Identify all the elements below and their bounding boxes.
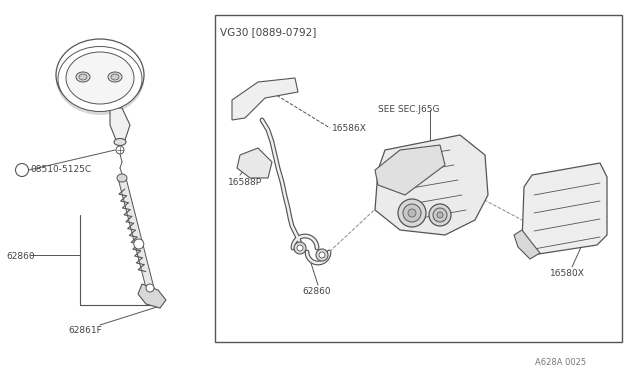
Polygon shape (375, 135, 488, 235)
Ellipse shape (79, 74, 87, 80)
Ellipse shape (56, 43, 144, 115)
Polygon shape (375, 145, 445, 195)
Text: 08510-5125C: 08510-5125C (30, 165, 91, 174)
Ellipse shape (58, 46, 142, 112)
Text: 62860: 62860 (302, 287, 331, 296)
Circle shape (398, 199, 426, 227)
Polygon shape (110, 108, 130, 140)
Circle shape (15, 164, 29, 176)
Text: 16588P: 16588P (228, 178, 262, 187)
Text: VG30 [0889-0792]: VG30 [0889-0792] (220, 27, 316, 37)
Text: 62860: 62860 (6, 252, 35, 261)
Polygon shape (237, 148, 272, 178)
Ellipse shape (114, 138, 126, 145)
Polygon shape (232, 78, 298, 120)
Text: SEE SEC.J65G: SEE SEC.J65G (378, 105, 440, 114)
Ellipse shape (56, 39, 144, 111)
Circle shape (319, 252, 325, 258)
Circle shape (429, 204, 451, 226)
Circle shape (437, 212, 443, 218)
Ellipse shape (117, 174, 127, 182)
Bar (215, 15, 622, 342)
Text: S: S (20, 166, 24, 174)
Ellipse shape (111, 74, 119, 80)
Polygon shape (138, 284, 166, 308)
Circle shape (408, 209, 416, 217)
Circle shape (116, 146, 124, 154)
Circle shape (403, 204, 421, 222)
Circle shape (134, 239, 144, 249)
Polygon shape (514, 230, 540, 259)
Text: A628A 0025: A628A 0025 (535, 358, 586, 367)
Circle shape (146, 284, 154, 292)
Text: 16586X: 16586X (332, 124, 367, 133)
Ellipse shape (76, 72, 90, 82)
Text: 16580X: 16580X (550, 269, 585, 278)
Circle shape (316, 249, 328, 261)
Circle shape (294, 242, 306, 254)
Polygon shape (522, 163, 607, 255)
Ellipse shape (66, 52, 134, 104)
Circle shape (297, 245, 303, 251)
Text: 62861F: 62861F (68, 326, 102, 335)
Circle shape (433, 208, 447, 222)
Polygon shape (118, 178, 154, 288)
Bar (55, 35, 145, 79)
Ellipse shape (108, 72, 122, 82)
